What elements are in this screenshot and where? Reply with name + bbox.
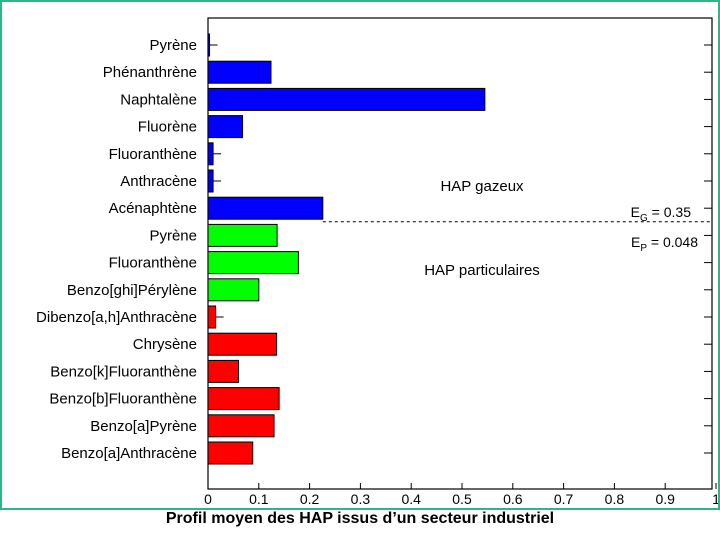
bar-2 [207,87,486,111]
bar-12 [207,359,239,383]
x-tick-label-1: 0.1 [249,491,269,507]
x-tick-label-10: 1 [712,491,718,507]
category-label-6: Acénaphtène [109,200,197,217]
x-tick-label-0: 0 [204,491,212,507]
bar-3 [207,115,244,139]
bar-10 [207,305,217,329]
chart-frame [0,0,720,510]
bar-chart: Pyrène Phénanthrène Naphtalène Fluorène Fluo… [36,17,718,507]
x-axis-ticks: 0 0.1 0.2 0.3 0.4 0.5 0.6 0.7 0.8 0.9 1 [204,483,718,507]
category-label-10: Dibenzo[a,h]Anthracène [36,309,197,326]
x-tick-label-7: 0.7 [554,491,574,507]
x-tick-label-4: 0.4 [401,491,421,507]
category-labels: Pyrène Phénanthrène Naphtalène Fluorène Fluo… [36,37,197,462]
bar-6 [207,196,324,220]
category-label-9: Benzo[ghi]Pérylène [67,282,197,299]
bar-5 [207,169,214,193]
category-label-15: Benzo[a]Anthracène [61,445,197,462]
category-label-4: Fluoranthène [109,146,197,163]
category-label-14: Benzo[a]Pyrène [90,418,197,435]
particle-label: HAP particulaires [424,262,540,279]
x-tick-label-2: 0.2 [300,491,320,507]
bar-14 [207,414,275,438]
x-tick-label-6: 0.6 [503,491,523,507]
chart-caption: Profil moyen des HAP issus d’un secteur … [165,510,555,527]
category-label-7: Pyrène [149,227,197,244]
x-tick-label-3: 0.3 [351,491,371,507]
bar-13 [207,387,280,411]
category-label-8: Fluoranthène [109,255,197,272]
bar-9 [207,278,260,302]
bar-15 [207,441,254,465]
category-label-2: Naphtalène [120,91,197,108]
x-tick-label-8: 0.8 [605,491,625,507]
bar-11 [207,332,278,356]
bar-7 [207,223,278,247]
ep-annotation: EP = 0.048 [631,234,698,254]
bar-8 [207,251,299,275]
gas-label: HAP gazeux [440,178,524,195]
category-label-0: Pyrène [149,37,197,54]
category-label-11: Chrysène [133,336,197,353]
x-tick-label-9: 0.9 [655,491,675,507]
bar-4 [207,142,214,166]
bars-group [207,33,486,465]
bar-0 [207,33,211,57]
x-tick-label-5: 0.5 [452,491,472,507]
bar-1 [207,60,272,84]
category-label-3: Fluorène [138,119,197,136]
category-label-5: Anthracène [120,173,197,190]
category-label-13: Benzo[b]Fluoranthène [49,391,197,408]
right-axis-ticks [704,44,712,454]
category-label-12: Benzo[k]Fluoranthène [50,363,197,380]
eg-annotation: EG = 0.35 [631,204,692,224]
category-label-1: Phénanthrène [103,64,197,81]
